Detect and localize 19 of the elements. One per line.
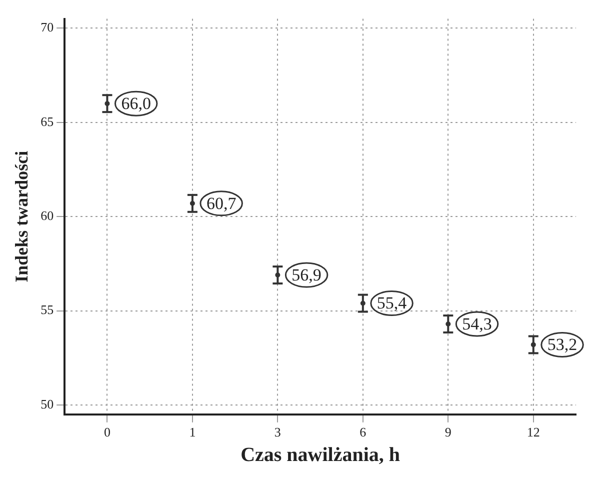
x-tick-label: 0 xyxy=(104,424,110,440)
y-tick-label: 65 xyxy=(40,114,54,129)
data-label: 66,0 xyxy=(121,94,151,114)
x-tick-label: 1 xyxy=(189,424,196,440)
x-tick-label: 6 xyxy=(360,424,367,440)
x-tick-label: 3 xyxy=(274,424,281,440)
data-label: 54,3 xyxy=(462,314,492,334)
y-tick-label: 55 xyxy=(40,302,54,318)
y-tick-label: 70 xyxy=(40,20,54,35)
y-tick-label: 50 xyxy=(40,396,54,412)
data-label: 56,9 xyxy=(292,265,322,284)
data-label: 53,2 xyxy=(547,335,578,354)
x-axis-title: Czas nawilżania, h xyxy=(240,444,400,466)
data-label: 55,4 xyxy=(376,294,408,313)
x-tick-label: 12 xyxy=(526,424,540,440)
y-tick-label: 60 xyxy=(40,208,54,224)
data-label: 60,7 xyxy=(206,194,237,213)
y-axis-title: Indeks twardości xyxy=(11,150,32,282)
x-tick-label: 9 xyxy=(444,424,452,440)
